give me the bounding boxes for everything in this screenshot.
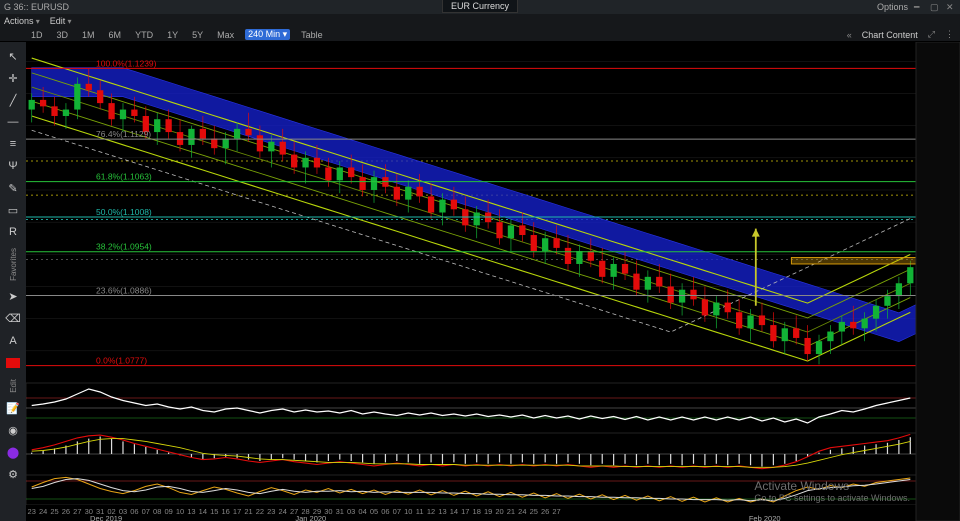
rectangle-icon[interactable]: ▭	[3, 200, 23, 220]
svg-text:24: 24	[279, 507, 287, 516]
note-icon[interactable]: 📝	[3, 399, 23, 419]
fib-icon[interactable]: ≡	[3, 134, 23, 154]
svg-text:03: 03	[347, 507, 355, 516]
svg-text:13: 13	[438, 507, 446, 516]
svg-text:10: 10	[404, 507, 412, 516]
svg-text:26: 26	[62, 507, 70, 516]
maximize-icon[interactable]: ▢	[930, 2, 940, 12]
svg-text:10: 10	[176, 507, 184, 516]
window-title: G 36:: EURUSD	[4, 2, 69, 12]
svg-text:07: 07	[142, 507, 150, 516]
svg-text:06: 06	[130, 507, 138, 516]
svg-text:21: 21	[507, 507, 515, 516]
edit-menu[interactable]: Edit	[50, 16, 72, 26]
timeframe-max[interactable]: Max	[214, 30, 237, 40]
ichimoku-icon[interactable]: ◉	[3, 421, 23, 441]
timeframe-5y[interactable]: 5Y	[189, 30, 206, 40]
symbol-selector[interactable]: EUR Currency	[442, 0, 518, 13]
timeframe-1y[interactable]: 1Y	[164, 30, 181, 40]
settings-icon[interactable]: ⚙	[3, 465, 23, 485]
palette-icon[interactable]: ⬤	[3, 443, 23, 463]
timeframe-6m[interactable]: 6M	[106, 30, 125, 40]
svg-text:22: 22	[256, 507, 264, 516]
svg-text:Feb 2020: Feb 2020	[749, 514, 781, 521]
tool-palette: ↖✛╱―≡Ψ✎▭RFavorites➤⌫AEdit📝◉⬤⚙	[0, 42, 26, 521]
svg-text:26: 26	[541, 507, 549, 516]
menu-dots-icon[interactable]: ⋮	[945, 29, 954, 40]
svg-text:08: 08	[153, 507, 161, 516]
svg-text:16: 16	[222, 507, 230, 516]
svg-text:23: 23	[28, 507, 36, 516]
svg-text:17: 17	[233, 507, 241, 516]
svg-text:20: 20	[495, 507, 503, 516]
chart-area[interactable]: 1.07501.08001.08501.09001.09501.10001.10…	[26, 42, 960, 521]
svg-text:07: 07	[393, 507, 401, 516]
svg-text:14: 14	[450, 507, 458, 516]
text-icon[interactable]: A	[3, 331, 23, 351]
svg-text:Dec 2019: Dec 2019	[90, 514, 122, 521]
trend-line-icon[interactable]: ╱	[3, 90, 23, 110]
expand-icon[interactable]: ⤢	[928, 29, 935, 40]
svg-text:12: 12	[427, 507, 435, 516]
svg-text:25: 25	[50, 507, 58, 516]
brush-icon[interactable]: ✎	[3, 178, 23, 198]
svg-text:05: 05	[370, 507, 378, 516]
svg-text:24: 24	[518, 507, 526, 516]
svg-text:13: 13	[187, 507, 195, 516]
svg-text:0.0%(1.0777): 0.0%(1.0777)	[96, 356, 147, 366]
timeframe-1d[interactable]: 1D	[28, 30, 46, 40]
svg-text:19: 19	[484, 507, 492, 516]
timeframe-table[interactable]: Table	[298, 30, 326, 40]
svg-text:23: 23	[267, 507, 275, 516]
svg-text:27: 27	[552, 507, 560, 516]
svg-text:61.8%(1.1063): 61.8%(1.1063)	[96, 172, 152, 182]
svg-text:27: 27	[73, 507, 81, 516]
svg-text:11: 11	[416, 507, 424, 516]
timeframe-bar: 1D 3D 1M 6M YTD 1Y 5Y Max 240 Min ▾ Table « Chart…	[0, 28, 960, 42]
svg-text:38.2%(1.0954): 38.2%(1.0954)	[96, 242, 152, 252]
reset-icon[interactable]: R	[3, 222, 23, 242]
svg-text:09: 09	[164, 507, 172, 516]
svg-text:76.4%(1.1129): 76.4%(1.1129)	[96, 129, 151, 139]
timeframe-ytd[interactable]: YTD	[132, 30, 156, 40]
svg-text:25: 25	[530, 507, 538, 516]
options-menu[interactable]: Options	[877, 2, 908, 12]
color-swatch[interactable]	[3, 353, 23, 373]
chart-svg: 1.07501.08001.08501.09001.09501.10001.10…	[26, 42, 960, 521]
chart-content-menu[interactable]: Chart Content	[862, 30, 918, 40]
trading-app: G 36:: EURUSD Options ━ ▢ ✕ Actions Edit…	[0, 0, 960, 521]
close-icon[interactable]: ✕	[946, 2, 956, 12]
svg-text:14: 14	[199, 507, 207, 516]
svg-text:24: 24	[39, 507, 47, 516]
svg-text:100.0%(1.1239): 100.0%(1.1239)	[96, 58, 157, 68]
crosshair-icon[interactable]: ✛	[3, 68, 23, 88]
timeframe-3d[interactable]: 3D	[54, 30, 72, 40]
svg-text:06: 06	[381, 507, 389, 516]
timeframe-1m[interactable]: 1M	[79, 30, 98, 40]
svg-text:18: 18	[473, 507, 481, 516]
svg-text:23.6%(1.0886): 23.6%(1.0886)	[96, 285, 152, 295]
timeframe-240-min[interactable]: 240 Min ▾	[245, 29, 290, 40]
svg-text:Jan 2020: Jan 2020	[295, 514, 326, 521]
svg-text:04: 04	[358, 507, 366, 516]
horizontal-line-icon[interactable]: ―	[3, 112, 23, 132]
svg-text:21: 21	[244, 507, 252, 516]
collapse-icon[interactable]: «	[847, 30, 852, 40]
cursor-icon[interactable]: ↖	[3, 46, 23, 66]
svg-text:15: 15	[210, 507, 218, 516]
svg-text:50.0%(1.1008): 50.0%(1.1008)	[96, 207, 152, 217]
pitchfork-icon[interactable]: Ψ	[3, 156, 23, 176]
svg-text:31: 31	[336, 507, 344, 516]
pointer-icon[interactable]: ➤	[3, 287, 23, 307]
svg-text:17: 17	[461, 507, 469, 516]
eraser-icon[interactable]: ⌫	[3, 309, 23, 329]
menu-bar: Actions Edit	[0, 14, 960, 28]
minimize-icon[interactable]: ━	[914, 2, 924, 12]
actions-menu[interactable]: Actions	[4, 16, 40, 26]
